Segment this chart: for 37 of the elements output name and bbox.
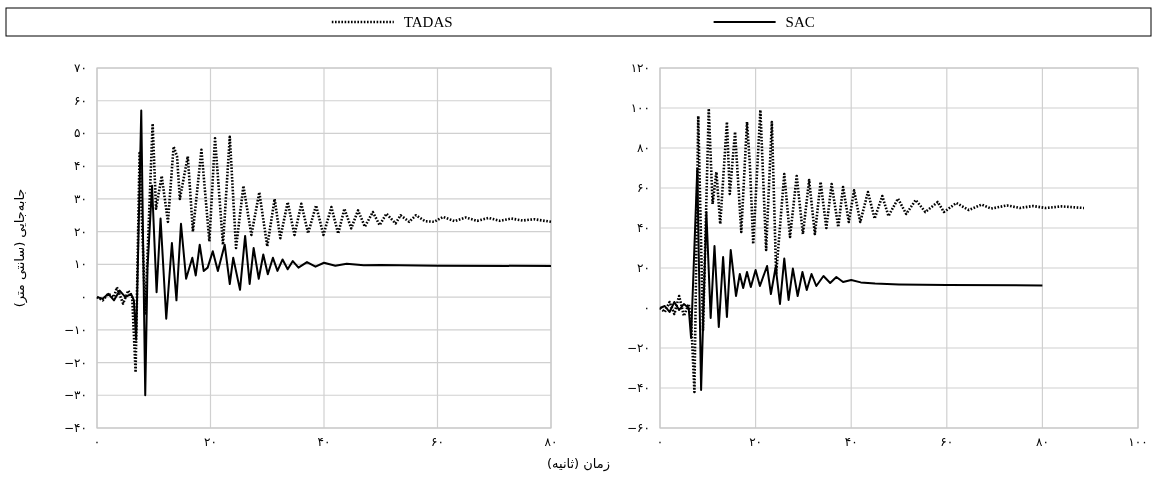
y-tick-label: ۰ bbox=[643, 301, 650, 315]
y-tick-label: ۱۲۰ bbox=[630, 61, 650, 75]
x-tick-label: ۸۰ bbox=[1035, 435, 1049, 449]
legend-label: SAC bbox=[785, 14, 815, 30]
y-tick-label: ۲۰ bbox=[74, 224, 87, 239]
y-tick-label: −۴۰ bbox=[627, 381, 650, 395]
x-axis-title: زمان (ثانیه) bbox=[546, 456, 611, 472]
y-tick-label: ۰ bbox=[80, 290, 87, 305]
x-tick-label: ۰ bbox=[93, 435, 101, 449]
y-tick-label: −۲۰ bbox=[64, 355, 87, 370]
y-tick-label: ۸۰ bbox=[637, 141, 650, 155]
y-tick-label: −۶۰ bbox=[627, 421, 650, 435]
y-tick-label: ۶۰ bbox=[74, 93, 87, 108]
y-tick-label: ۴۰ bbox=[74, 159, 87, 174]
y-axis-title: جابه‌جایی (سانتی متر) bbox=[12, 188, 28, 308]
x-tick-label: ۲۰ bbox=[749, 435, 763, 449]
y-tick-label: −۲۰ bbox=[627, 341, 650, 355]
y-tick-label: ۷۰ bbox=[74, 61, 87, 75]
y-tick-label: ۳۰ bbox=[74, 191, 87, 206]
x-tick-label: ۸۰ bbox=[544, 435, 558, 449]
legend-label: TADAS bbox=[403, 14, 453, 30]
y-tick-label: ۱۰۰ bbox=[630, 101, 650, 115]
x-tick-label: ۴۰ bbox=[844, 435, 858, 449]
y-tick-label: ۵۰ bbox=[74, 126, 87, 141]
x-tick-label: ۲۰ bbox=[204, 435, 217, 449]
y-tick-label: ۶۰ bbox=[637, 181, 650, 195]
x-tick-label: ۱۰۰ bbox=[1128, 435, 1148, 449]
x-tick-label: ۰ bbox=[656, 435, 664, 449]
y-tick-label: −۳۰ bbox=[64, 388, 87, 403]
x-tick-label: ۶۰ bbox=[431, 435, 444, 449]
x-tick-label: ۶۰ bbox=[940, 435, 954, 449]
y-tick-label: ۱۰ bbox=[74, 257, 87, 272]
y-tick-label: ۲۰ bbox=[637, 261, 650, 275]
y-tick-label: ۴۰ bbox=[637, 221, 650, 235]
x-tick-label: ۴۰ bbox=[317, 435, 331, 449]
y-tick-label: −۴۰ bbox=[64, 421, 87, 435]
y-tick-label: −۱۰ bbox=[64, 322, 87, 337]
